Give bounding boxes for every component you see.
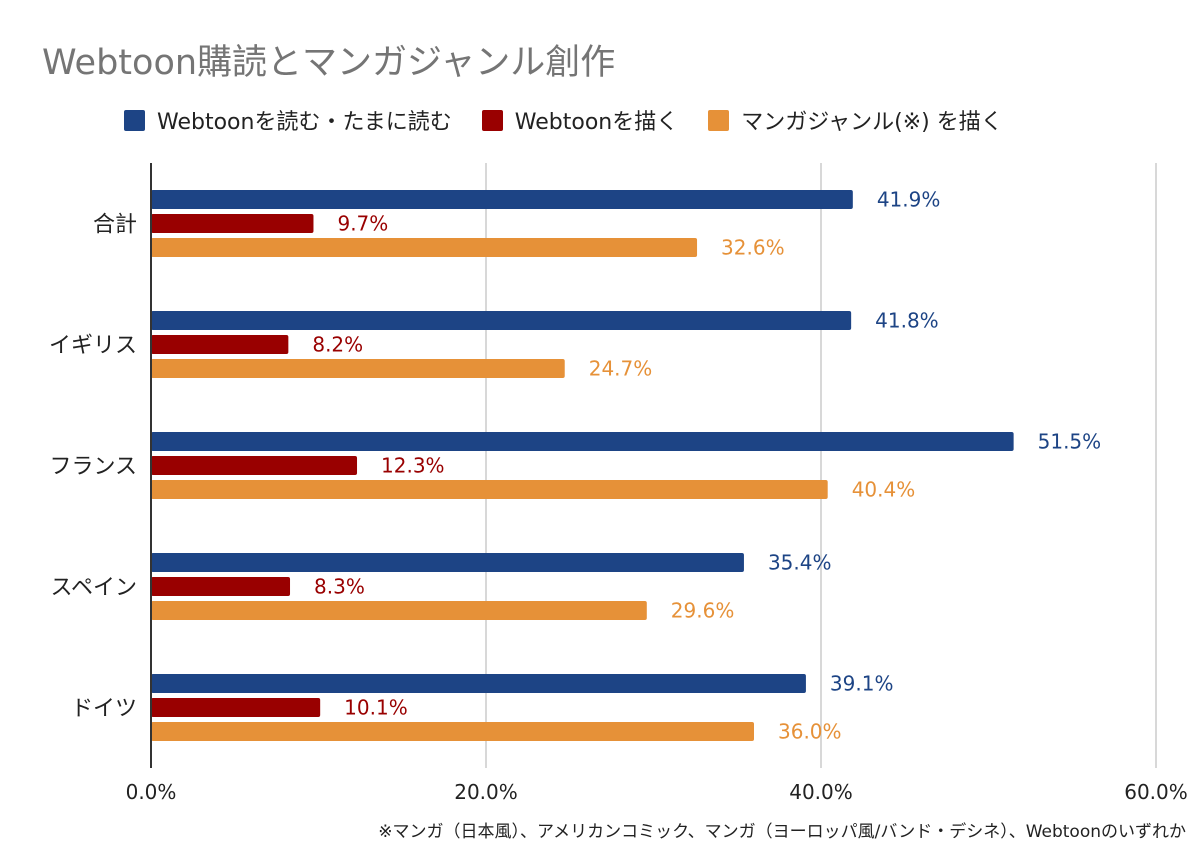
bar-s1-c2 (151, 456, 358, 475)
legend-item-read[interactable]: Webtoonを読む・たまに読む (124, 104, 452, 136)
bar-s1-c3 (151, 577, 291, 596)
x-tick-label-2: 40.0% (789, 780, 853, 804)
bar-s2-c3 (151, 601, 647, 620)
bar-s0-c2 (151, 432, 1014, 451)
data-label-s1-c1: 8.2% (312, 333, 363, 357)
x-tick-label-1: 20.0% (454, 780, 518, 804)
legend: Webtoonを読む・たまに読む Webtoonを描く マンガジャンル(※) を… (124, 104, 1033, 136)
legend-item-draw-webtoon[interactable]: Webtoonを描く (481, 104, 679, 136)
data-label-s1-c3: 8.3% (314, 575, 365, 599)
bar-s1-c4 (151, 698, 321, 717)
data-label-s1-c4: 10.1% (344, 696, 408, 720)
category-label-1: イギリス (49, 334, 137, 359)
bar-s2-c2 (151, 480, 828, 499)
data-label-s2-c2: 40.4% (852, 478, 916, 502)
data-label-s1-c2: 12.3% (381, 454, 445, 478)
category-label-2: フランス (49, 455, 137, 480)
data-label-s0-c1: 41.8% (875, 309, 939, 333)
category-label-0: 合計 (93, 213, 137, 238)
legend-label-draw-manga: マンガジャンル(※) を描く (741, 110, 1003, 135)
data-label-s2-c4: 36.0% (778, 720, 842, 744)
chart-title: Webtoon購読とマンガジャンル創作 (42, 43, 616, 83)
category-label-4: ドイツ (71, 697, 137, 722)
legend-item-draw-manga[interactable]: マンガジャンル(※) を描く (708, 104, 1003, 136)
data-label-s2-c3: 29.6% (671, 599, 735, 623)
x-tick-label-3: 60.0% (1124, 780, 1188, 804)
legend-swatch-draw-manga (708, 109, 730, 131)
legend-swatch-read (124, 109, 145, 131)
bar-s2-c0 (151, 238, 698, 257)
data-label-s2-c0: 32.6% (721, 236, 785, 260)
bar-s2-c4 (151, 722, 754, 741)
legend-swatch-draw-webtoon (481, 109, 503, 131)
footnote: ※マンガ（日本風）、アメリカンコミック、マンガ（ヨーロッパ風/バンド・デシネ）、… (378, 822, 1186, 842)
bar-s0-c4 (151, 674, 806, 693)
legend-label-read: Webtoonを読む・たまに読む (157, 110, 452, 135)
data-label-s2-c1: 24.7% (589, 357, 653, 381)
legend-label-draw-webtoon: Webtoonを描く (514, 110, 679, 135)
bar-s0-c1 (151, 311, 852, 330)
bar-s1-c0 (151, 214, 314, 233)
category-label-3: スペイン (51, 576, 137, 601)
data-label-s1-c0: 9.7% (337, 212, 388, 236)
bar-s2-c1 (151, 359, 565, 378)
data-label-s0-c3: 35.4% (768, 551, 832, 575)
bar-s0-c3 (151, 553, 744, 572)
bar-s0-c0 (151, 190, 853, 209)
bar-s1-c1 (151, 335, 289, 354)
data-label-s0-c4: 39.1% (830, 672, 894, 696)
data-label-s0-c0: 41.9% (877, 188, 941, 212)
x-tick-label-0: 0.0% (126, 780, 177, 804)
data-label-s0-c2: 51.5% (1038, 430, 1102, 454)
